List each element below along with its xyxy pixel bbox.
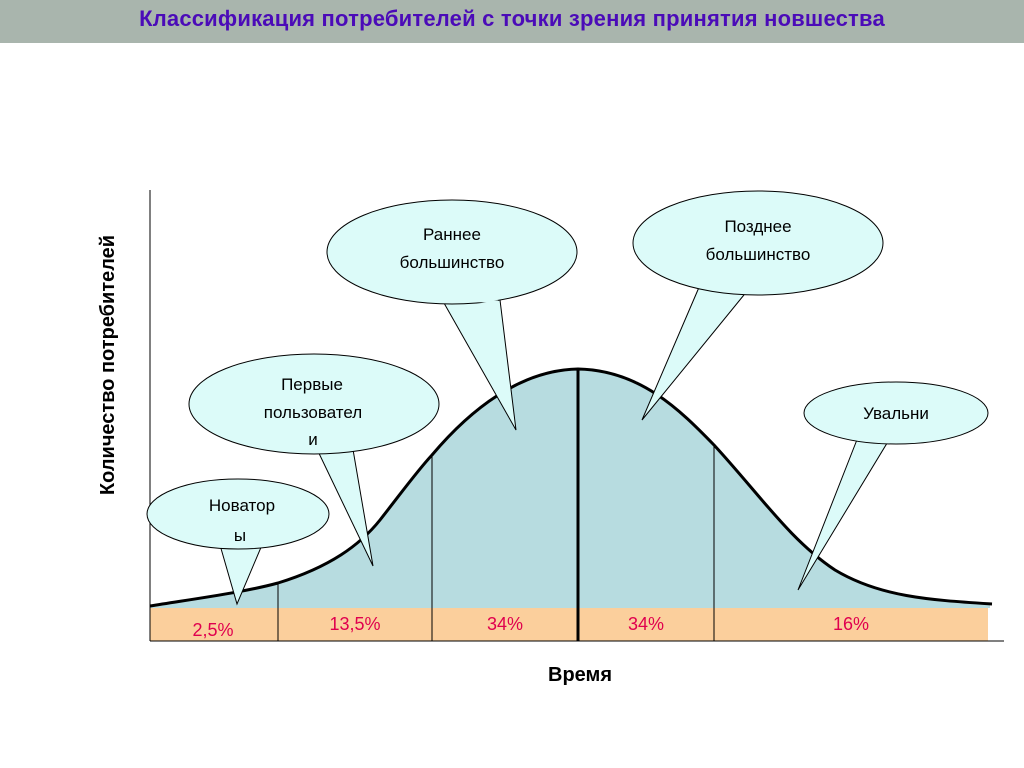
bell-curve [149, 367, 993, 608]
bubble-innovators-line-1: Новатор [209, 496, 275, 515]
percent-early-majority: 34% [487, 614, 523, 634]
bubble-late-majority-line-2: большинство [706, 245, 811, 264]
slide-title: Классификация потребителей с точки зрени… [139, 6, 885, 31]
bubble-early-adopters-line-2: пользовател [264, 403, 362, 422]
bubble-innovators: Новатор ы [146, 478, 330, 606]
x-axis-label: Время [548, 664, 612, 686]
bubble-innovators-line-2: ы [234, 526, 246, 545]
baseline-band [150, 608, 988, 641]
curve-area [150, 369, 990, 608]
bubble-early-majority-line-2: большинство [400, 253, 505, 272]
title-bar [0, 0, 1024, 43]
bubble-laggards-line-1: Увальни [863, 404, 929, 423]
bubble-early-majority-line-1: Раннее [423, 225, 481, 244]
bubble-early-majority: Раннее большинство [326, 199, 578, 431]
bubble-late-majority-line-1: Позднее [724, 217, 791, 236]
bubble-late-majority: Позднее большинство [632, 190, 884, 421]
percent-innovators: 2,5% [192, 620, 233, 640]
bubble-early-adopters-line-3: и [308, 430, 318, 449]
percent-laggards: 16% [833, 614, 869, 634]
bubble-early-adopters: Первые пользовател и [188, 353, 440, 567]
bubble-laggards: Увальни [797, 381, 989, 591]
percent-early-adopters: 13,5% [329, 614, 380, 634]
percent-late-majority: 34% [628, 614, 664, 634]
bubble-early-adopters-line-1: Первые [281, 375, 343, 394]
